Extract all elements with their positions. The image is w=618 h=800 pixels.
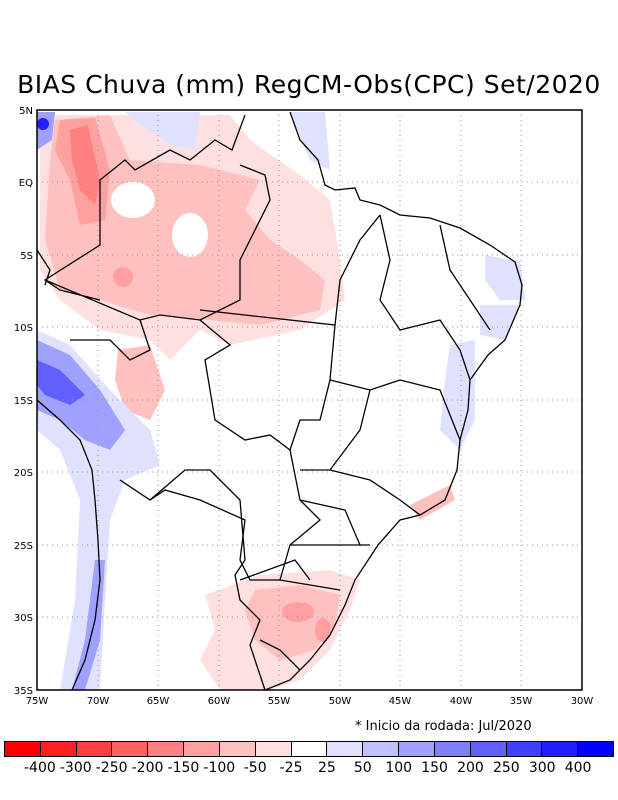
- colorbar-label: 100: [385, 760, 413, 776]
- coastline: [264, 111, 523, 691]
- y-axis-ticks: 5N EQ 5S 10S 15S 20S 25S 30S 35S: [14, 106, 33, 697]
- y-tick-label: 10S: [14, 323, 33, 334]
- colorbar-label: 25: [318, 760, 336, 776]
- colorbar-label: -50: [243, 760, 267, 776]
- coastline-west: [36, 399, 101, 691]
- x-tick-label: 35W: [510, 696, 533, 707]
- run-start-note: * Inicio da rodada: Jul/2020: [355, 719, 532, 734]
- colorbar-label: 250: [492, 760, 520, 776]
- x-tick-label: 60W: [208, 696, 231, 707]
- y-tick-label: 5S: [20, 251, 33, 262]
- coastlines-borders: [36, 111, 523, 691]
- colorbar: [4, 741, 614, 757]
- country-borders: [36, 249, 311, 691]
- state-borders: [199, 214, 491, 671]
- colorbar-label: 200: [457, 760, 484, 776]
- colorbar-swatch: [506, 742, 543, 756]
- colorbar-swatch: [542, 742, 579, 756]
- colorbar-label: 50: [353, 760, 372, 776]
- x-tick-label: 45W: [389, 696, 412, 707]
- x-tick-label: 65W: [147, 696, 170, 707]
- y-tick-label: 15S: [14, 396, 33, 407]
- colorbar-label: 150: [421, 760, 448, 776]
- colorbar-swatch: [148, 742, 185, 756]
- colorbar-swatch: [399, 742, 435, 756]
- map-title: BIAS Chuva (mm) RegCM-Obs(CPC) Set/2020: [17, 70, 601, 99]
- x-tick-label: 70W: [87, 696, 110, 707]
- neutral-area: [111, 182, 155, 218]
- colorbar-label: -100: [203, 760, 236, 776]
- y-tick-label: 20S: [14, 468, 33, 479]
- positive-bias-east-coast: [480, 305, 520, 340]
- negative-bias-south-inner: [245, 585, 340, 660]
- positive-bias-andes-core: [37, 360, 85, 405]
- positive-bias-spot: [37, 118, 49, 130]
- bias-map: 75W 70W 65W 60W 55W 50W 45W 40W 35W 30W …: [14, 106, 594, 707]
- x-tick-label: 40W: [450, 696, 473, 707]
- colorbar-label: -250: [95, 760, 128, 776]
- positive-bias-northeast: [485, 255, 525, 300]
- colorbar-swatch: [327, 742, 364, 756]
- colorbar-swatch: [112, 742, 149, 756]
- colorbar-labels: -400 -300 -250 -200 -150 -100 -50 -25 25 50 100 150…: [0, 760, 618, 780]
- y-tick-label: 5N: [19, 106, 33, 117]
- positive-bias-amapa: [290, 112, 330, 170]
- x-tick-label: 50W: [329, 696, 352, 707]
- colorbar-swatch: [40, 742, 77, 756]
- colorbar-swatch: [76, 742, 113, 756]
- colorbar-label: -200: [131, 760, 164, 776]
- colorbar-swatch: [291, 742, 328, 756]
- colorbar-label: 400: [564, 760, 592, 776]
- negative-bias-spot: [315, 618, 331, 642]
- x-axis-ticks: 75W 70W 65W 60W 55W 50W 45W 40W 35W 30W: [26, 696, 594, 707]
- colorbar-label: -400: [23, 760, 56, 776]
- x-tick-label: 55W: [268, 696, 291, 707]
- negative-bias-bolivia: [115, 345, 165, 420]
- colorbar-label: -25: [279, 760, 303, 776]
- negative-bias-rio: [410, 485, 455, 520]
- neutral-area: [172, 213, 208, 257]
- y-tick-label: EQ: [19, 178, 33, 189]
- positive-bias-guiana: [125, 112, 200, 150]
- y-tick-label: 35S: [14, 686, 33, 697]
- colorbar-label: 300: [528, 760, 556, 776]
- anomaly-fields: [37, 112, 525, 690]
- colorbar-label: -300: [59, 760, 92, 776]
- negative-bias-spot: [113, 267, 133, 287]
- colorbar-label: -150: [167, 760, 200, 776]
- colorbar-swatch: [5, 742, 41, 756]
- colorbar-swatch: [470, 742, 507, 756]
- positive-bias-chile: [72, 560, 105, 690]
- colorbar-swatch: [255, 742, 292, 756]
- colorbar-swatch: [219, 742, 256, 756]
- colorbar-swatch: [184, 742, 220, 756]
- y-tick-label: 25S: [14, 541, 33, 552]
- grid-lines: [37, 110, 582, 690]
- x-tick-label: 75W: [26, 696, 49, 707]
- colorbar-swatch: [578, 742, 614, 756]
- negative-bias-spot: [282, 602, 314, 622]
- map-frame: [36, 109, 583, 691]
- brazil-border: [43, 114, 321, 581]
- x-tick-label: 30W: [571, 696, 594, 707]
- y-tick-label: 30S: [14, 613, 33, 624]
- colorbar-swatch: [434, 742, 471, 756]
- colorbar-swatch: [363, 742, 400, 756]
- negative-bias-core: [70, 125, 100, 205]
